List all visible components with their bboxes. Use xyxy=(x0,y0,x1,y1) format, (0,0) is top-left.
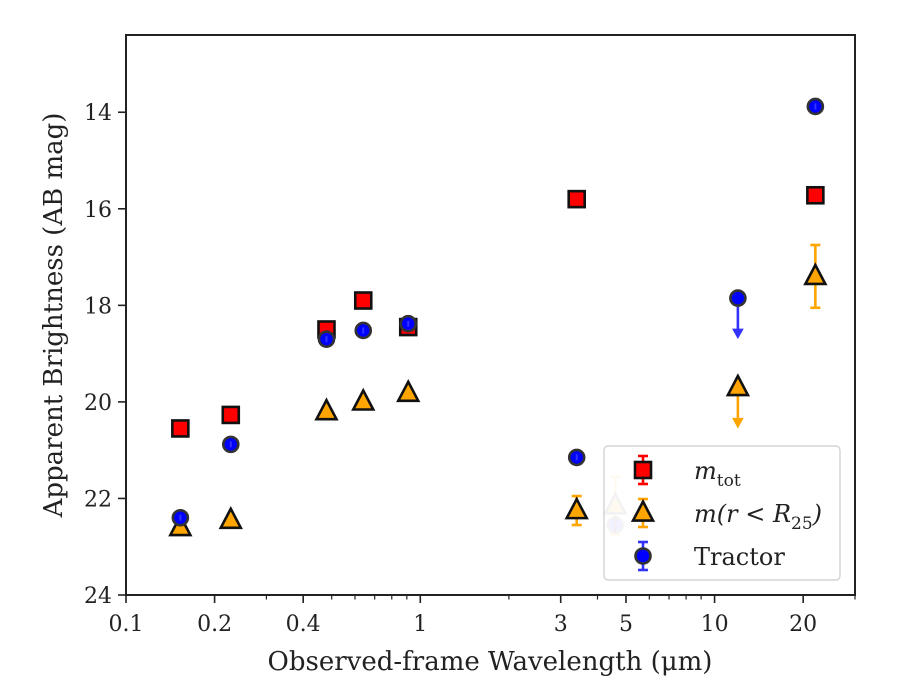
y-tick-label: 14 xyxy=(84,101,112,126)
x-tick-label: 1 xyxy=(413,612,427,637)
plot-frame xyxy=(125,34,856,596)
data-point xyxy=(567,448,586,467)
y-tick-label: 20 xyxy=(84,391,112,416)
legend-label-main: m(r < R xyxy=(694,500,791,528)
x-tick-label: 10 xyxy=(701,612,729,637)
data-point xyxy=(567,189,587,209)
data-point xyxy=(729,289,747,340)
data-point xyxy=(354,321,373,340)
y-tick-label: 18 xyxy=(84,294,112,319)
y-tick-label: 16 xyxy=(84,198,112,223)
data-point xyxy=(725,373,751,429)
x-tick-label: 0.1 xyxy=(109,612,144,637)
y-axis-label: Apparent Brightness (AB mag) xyxy=(39,113,69,519)
legend-label: m(r < R25) xyxy=(694,500,822,534)
data-point xyxy=(218,505,243,530)
circle-marker xyxy=(634,547,652,565)
y-tick-label: 22 xyxy=(84,487,112,512)
data-point xyxy=(351,387,376,411)
x-tick-label: 20 xyxy=(789,612,817,637)
plot-area: 0.1 0.2 0.4 1 3 5 10 20 14 16 18 20 22 24 xyxy=(84,101,856,637)
data-point xyxy=(399,314,418,333)
legend-label-subscript: tot xyxy=(717,471,741,491)
triangle-marker xyxy=(725,373,751,397)
data-point xyxy=(396,379,421,403)
circle-marker xyxy=(729,289,747,307)
upper-limit-arrowhead xyxy=(732,328,744,340)
triangle-marker xyxy=(630,498,656,522)
data-point xyxy=(221,405,241,425)
data-point xyxy=(806,97,825,116)
upper-limit-arrowhead xyxy=(732,417,744,429)
square-marker xyxy=(633,460,653,480)
legend-entry: Tractor xyxy=(634,540,785,572)
data-point xyxy=(353,291,373,310)
x-tick-label: 5 xyxy=(619,612,633,637)
data-point xyxy=(564,494,589,527)
x-tick-label: 0.4 xyxy=(286,612,321,637)
legend: mtot m(r < R25) Tractor xyxy=(603,445,841,581)
data-point xyxy=(171,419,190,438)
data-point xyxy=(806,185,825,205)
data-points xyxy=(168,97,828,537)
legend-label-subscript: 25 xyxy=(791,514,813,534)
legend-label: mtot xyxy=(694,457,741,491)
data-point xyxy=(317,330,336,348)
x-tick-label: 0.2 xyxy=(197,612,232,637)
legend-entry: m(r < R25) xyxy=(630,497,822,534)
data-point xyxy=(803,243,828,310)
y-tick-label: 24 xyxy=(84,584,112,609)
data-point xyxy=(171,508,190,527)
data-point xyxy=(221,435,240,454)
triangle-marker xyxy=(564,496,589,520)
legend-box xyxy=(603,445,841,581)
triangle-marker xyxy=(803,262,828,286)
legend-label-end: ) xyxy=(812,500,822,528)
x-axis-label: Observed-frame Wavelength (μm) xyxy=(268,647,713,677)
data-point xyxy=(314,397,339,421)
legend-label-main: m xyxy=(694,457,717,485)
x-tick-label: 3 xyxy=(554,612,568,637)
axes-frame xyxy=(125,34,856,596)
legend-entry: mtot xyxy=(633,454,741,491)
legend-label: Tractor xyxy=(694,543,785,571)
